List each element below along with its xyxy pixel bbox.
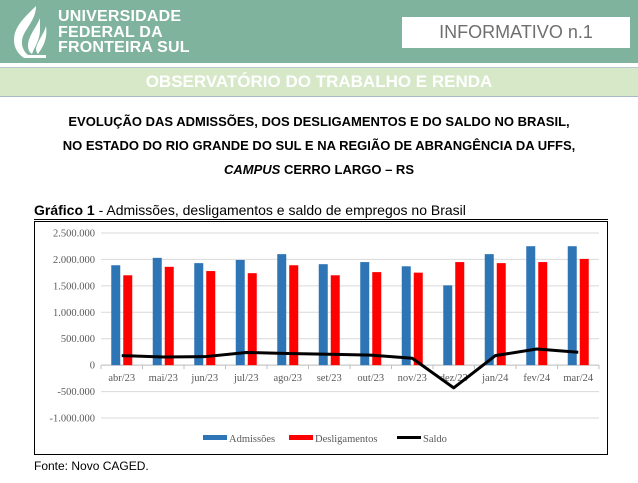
bar-desligamentos [496, 263, 506, 366]
x-tick-label: mai/23 [149, 373, 178, 384]
bar-desligamentos [289, 265, 299, 366]
informativo-label: INFORMATIVO n.1 [402, 17, 630, 48]
title-campus-italic: CAMPUS [224, 162, 281, 177]
ufss-flame-logo-icon [14, 6, 47, 58]
x-tick-label: abr/23 [108, 373, 135, 384]
bar-desligamentos [247, 273, 257, 366]
bar-admissoes [401, 266, 411, 366]
observatorio-band: OBSERVATÓRIO DO TRABALHO E RENDA [0, 67, 638, 97]
y-tick-label: 500.000 [61, 334, 95, 345]
chart-caption: Gráfico 1 - Admissões, desligamentos e s… [34, 202, 608, 220]
bar-admissoes [194, 263, 204, 366]
legend-swatch-desligamentos [289, 435, 313, 440]
x-tick-label: jul/23 [233, 373, 259, 384]
x-tick-label: out/23 [357, 373, 384, 384]
x-tick-label: jan/24 [481, 373, 509, 384]
bar-admissoes [360, 262, 370, 366]
y-tick-label: 2.500.000 [53, 229, 95, 240]
bar-admissoes [443, 285, 453, 366]
bar-desligamentos [372, 272, 382, 366]
university-name-line: UNIVERSIDADE [58, 8, 182, 25]
bar-admissoes [567, 246, 577, 366]
legend-label-desligamentos: Desligamentos [315, 434, 377, 445]
title-campus-rest: CERRO LARGO – RS [280, 162, 414, 177]
bar-desligamentos [123, 275, 133, 366]
y-tick-label: -1.000.000 [50, 414, 96, 425]
legend-label-saldo: Saldo [423, 434, 447, 445]
bar-admissoes [484, 254, 494, 366]
bar-admissoes [152, 257, 162, 366]
x-tick-label: mar/24 [563, 373, 593, 384]
bar-admissoes [111, 265, 121, 366]
line-saldo [121, 347, 579, 390]
bar-desligamentos [538, 262, 548, 366]
university-name: UNIVERSIDADE FEDERAL DA FRONTEIRA SUL [58, 9, 190, 56]
y-tick-label: 1.000.000 [53, 308, 95, 319]
bar-desligamentos [579, 258, 589, 366]
bar-admissoes [235, 259, 245, 366]
title-line-1: EVOLUÇÃO DAS ADMISSÕES, DOS DESLIGAMENTO… [68, 114, 570, 129]
y-tick-label: -500.000 [57, 387, 95, 398]
x-tick-label: fev/24 [523, 373, 551, 384]
source-note: Fonte: Novo CAGED. [34, 459, 149, 473]
legend-label-admissoes: Admissões [229, 434, 275, 445]
university-name-line: FRONTEIRA SUL [58, 39, 190, 56]
bar-desligamentos [164, 266, 174, 366]
caption-text: - Admissões, desligamentos e saldo de em… [94, 202, 466, 218]
bar-desligamentos [413, 272, 423, 366]
bar-admissoes [277, 254, 287, 366]
header-banner: UNIVERSIDADE FEDERAL DA FRONTEIRA SUL IN… [0, 0, 638, 63]
legend-swatch-admissoes [203, 435, 227, 440]
y-tick-label: 2.000.000 [53, 255, 95, 266]
x-tick-label: nov/23 [398, 373, 427, 384]
bar-admissoes [318, 264, 328, 366]
chart-frame: 2.500.000 2.000.000 1.500.000 1.000.000 500.… [34, 221, 608, 455]
y-tick-label: 1.500.000 [53, 281, 95, 292]
x-tick-label: dez/23 [440, 373, 468, 384]
y-tick-label: 0 [90, 361, 95, 372]
title-line-2: NO ESTADO DO RIO GRANDE DO SUL E NA REGI… [62, 138, 576, 153]
x-tick-label: ago/23 [273, 373, 302, 384]
x-tick-label: jun/23 [190, 373, 218, 384]
chart-svg: 2.500.000 2.000.000 1.500.000 1.000.000 500.… [50, 229, 600, 445]
document-title: EVOLUÇÃO DAS ADMISSÕES, DOS DESLIGAMENTO… [0, 110, 638, 182]
x-tick-label: set/23 [317, 373, 342, 384]
title-line-3: CAMPUS CERRO LARGO – RS [0, 158, 638, 182]
university-name-line: FEDERAL DA [58, 23, 163, 41]
bar-desligamentos [330, 275, 340, 366]
caption-label: Gráfico 1 [34, 202, 95, 218]
bar-admissoes [526, 246, 536, 366]
bar-desligamentos [206, 271, 216, 366]
bar-desligamentos [455, 262, 465, 366]
